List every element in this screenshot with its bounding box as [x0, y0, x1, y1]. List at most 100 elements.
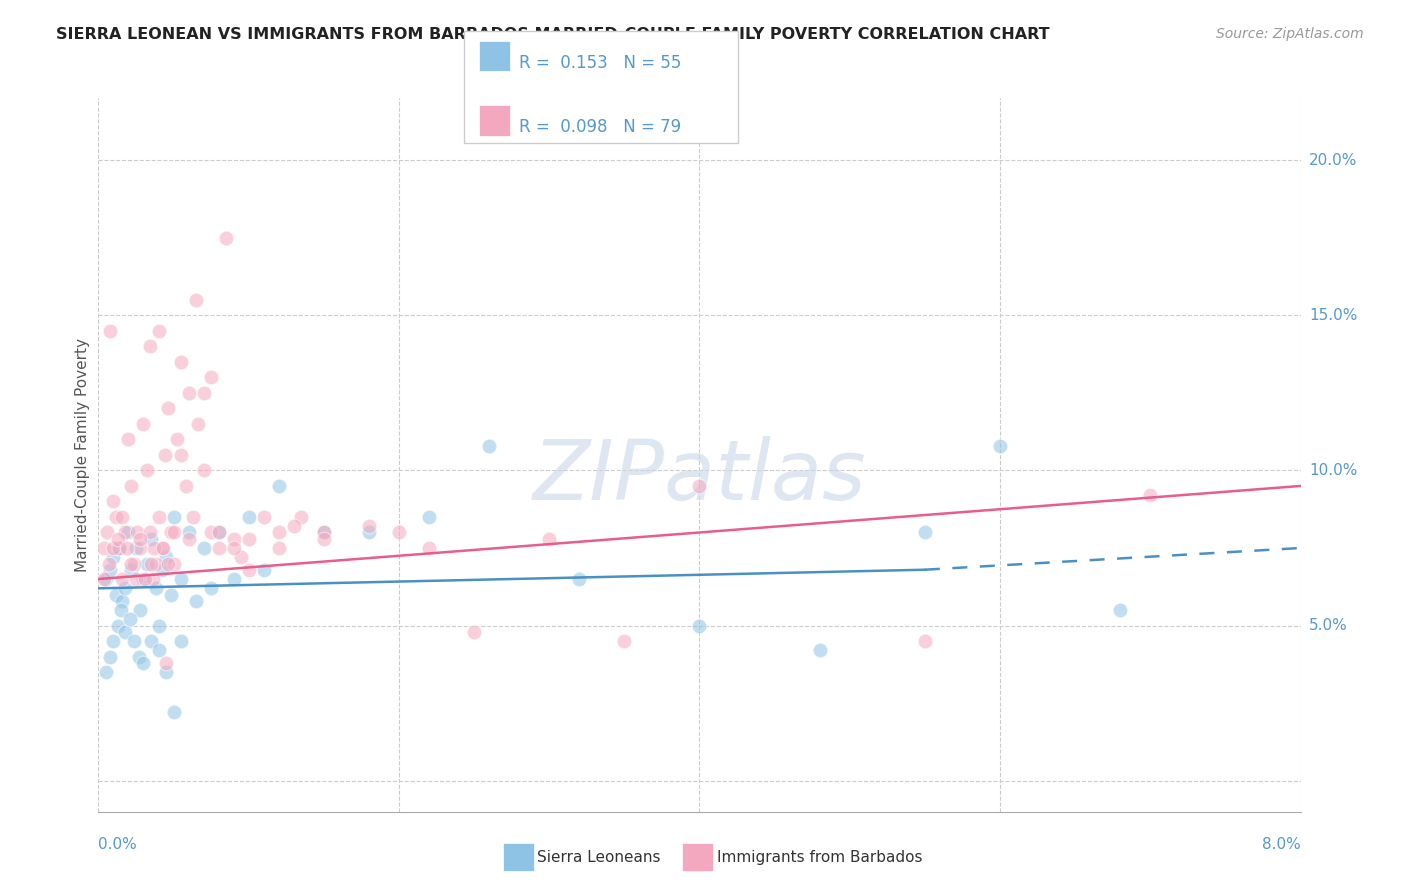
- Point: [463, 624, 485, 639]
- Point: [93, 572, 115, 586]
- Point: [200, 582, 222, 596]
- Point: [1139, 488, 1161, 502]
- Point: [166, 433, 188, 447]
- Point: [93, 541, 115, 555]
- Point: [103, 541, 125, 555]
- Point: [132, 656, 155, 670]
- Point: [187, 417, 209, 431]
- Point: [135, 557, 157, 571]
- Point: [170, 572, 193, 586]
- Point: [222, 541, 245, 555]
- Point: [94, 665, 117, 679]
- Point: [100, 649, 122, 664]
- Point: [110, 603, 132, 617]
- Point: [148, 643, 170, 657]
- Text: 10.0%: 10.0%: [1309, 463, 1357, 478]
- Point: [162, 525, 184, 540]
- Point: [148, 510, 170, 524]
- Point: [111, 572, 134, 586]
- Point: [418, 541, 440, 555]
- Point: [155, 656, 177, 670]
- Point: [222, 532, 245, 546]
- Point: [174, 479, 197, 493]
- Point: [478, 439, 501, 453]
- Point: [170, 634, 193, 648]
- Text: Immigrants from Barbados: Immigrants from Barbados: [717, 850, 922, 864]
- Point: [177, 532, 200, 546]
- Point: [148, 618, 170, 632]
- Point: [105, 588, 128, 602]
- Point: [141, 572, 163, 586]
- Point: [111, 593, 134, 607]
- Text: 5.0%: 5.0%: [1309, 618, 1347, 633]
- Point: [181, 510, 204, 524]
- Point: [125, 572, 148, 586]
- Point: [253, 510, 276, 524]
- Point: [139, 634, 162, 648]
- Point: [688, 618, 710, 632]
- Point: [132, 417, 155, 431]
- Y-axis label: Married-Couple Family Poverty: Married-Couple Family Poverty: [75, 338, 90, 572]
- Point: [97, 557, 120, 571]
- Text: 0.0%: 0.0%: [98, 837, 138, 852]
- Point: [107, 618, 129, 632]
- Point: [124, 557, 146, 571]
- Point: [107, 532, 129, 546]
- Point: [155, 665, 177, 679]
- Point: [143, 541, 166, 555]
- Point: [156, 557, 179, 571]
- Point: [215, 231, 238, 245]
- Point: [121, 479, 143, 493]
- Point: [283, 519, 305, 533]
- Point: [128, 649, 150, 664]
- Point: [159, 588, 181, 602]
- Point: [193, 385, 215, 400]
- Point: [118, 612, 141, 626]
- Point: [177, 525, 200, 540]
- Point: [914, 634, 936, 648]
- Point: [100, 563, 122, 577]
- Point: [988, 439, 1011, 453]
- Point: [200, 370, 222, 384]
- Point: [538, 532, 561, 546]
- Point: [125, 541, 148, 555]
- Point: [208, 541, 231, 555]
- Point: [127, 525, 149, 540]
- Point: [134, 572, 156, 586]
- Point: [357, 525, 380, 540]
- Point: [129, 532, 152, 546]
- Point: [238, 510, 260, 524]
- Point: [138, 525, 160, 540]
- Point: [103, 494, 125, 508]
- Text: R =  0.098   N = 79: R = 0.098 N = 79: [519, 118, 681, 136]
- Point: [96, 525, 118, 540]
- Point: [152, 541, 174, 555]
- Point: [162, 706, 184, 720]
- Point: [267, 541, 290, 555]
- Point: [145, 557, 167, 571]
- Point: [267, 525, 290, 540]
- Point: [108, 541, 131, 555]
- Point: [138, 339, 160, 353]
- Point: [162, 510, 184, 524]
- Point: [114, 582, 136, 596]
- Text: SIERRA LEONEAN VS IMMIGRANTS FROM BARBADOS MARRIED-COUPLE FAMILY POVERTY CORRELA: SIERRA LEONEAN VS IMMIGRANTS FROM BARBAD…: [56, 27, 1050, 42]
- Point: [121, 563, 143, 577]
- Point: [132, 572, 155, 586]
- Point: [568, 572, 591, 586]
- Point: [121, 557, 143, 571]
- Point: [238, 532, 260, 546]
- Point: [1109, 603, 1132, 617]
- Point: [208, 525, 231, 540]
- Point: [253, 563, 276, 577]
- Point: [162, 557, 184, 571]
- Point: [150, 563, 173, 577]
- Point: [184, 593, 207, 607]
- Point: [613, 634, 636, 648]
- Point: [111, 510, 134, 524]
- Point: [312, 532, 335, 546]
- Point: [159, 525, 181, 540]
- Point: [139, 557, 162, 571]
- Point: [145, 582, 167, 596]
- Text: ZIPatlas: ZIPatlas: [533, 436, 866, 516]
